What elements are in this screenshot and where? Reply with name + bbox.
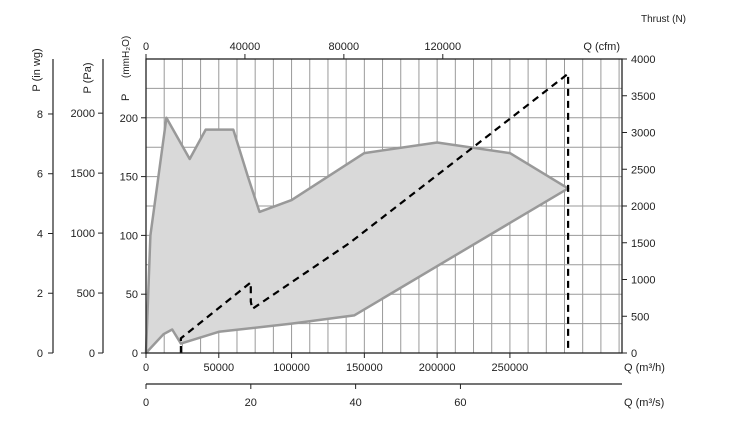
y-mm-tick-label: 200 [120, 113, 138, 125]
y-right-tick-label: 500 [631, 311, 649, 323]
y-pa-tick-label: 0 [89, 348, 95, 360]
x-axis-title: Q (m³/h) [624, 362, 665, 374]
y-mm-tick-label: 50 [126, 289, 138, 301]
x2-tick-label: 40 [349, 397, 361, 409]
y-right-tick-label: 1000 [631, 275, 655, 287]
x-tick-label: 200000 [419, 362, 456, 374]
y-inwg-tick-label: 4 [37, 228, 43, 240]
x2-axis-title: Q (m³/s) [624, 397, 664, 409]
x-top-axis-title: Q (cfm) [583, 41, 620, 53]
x-tick-label: 250000 [492, 362, 529, 374]
x-tick-label: 150000 [346, 362, 383, 374]
x-top-tick-label: 120000 [424, 41, 461, 53]
x-tick-label: 0 [143, 362, 149, 374]
y-inwg-axis-title: P (in wg) [31, 48, 43, 91]
y-inwg-tick-label: 6 [37, 169, 43, 181]
y-inwg-tick-label: 8 [37, 109, 43, 121]
y-right-tick-label: 3500 [631, 91, 655, 103]
x-top-tick-label: 40000 [230, 41, 261, 53]
y-mm-axis-title: P [120, 94, 132, 101]
y-mm-tick-label: 0 [132, 348, 138, 360]
y-right-axis-title: Thrust (N) [641, 14, 686, 25]
y-pa-tick-label: 1000 [71, 228, 95, 240]
y-right-tick-label: 3000 [631, 128, 655, 140]
x-top-tick-label: 0 [143, 41, 149, 53]
y-pa-axis-title: P (Pa) [82, 63, 94, 94]
y-right-tick-label: 2000 [631, 201, 655, 213]
y-right-tick-label: 4000 [631, 54, 655, 66]
thrust-dashed-line [179, 71, 570, 353]
y-mm-tick-label: 150 [120, 172, 138, 184]
y-right-tick-label: 0 [631, 348, 637, 360]
x-tick-label: 100000 [273, 362, 310, 374]
y-pa-tick-label: 2000 [71, 108, 95, 120]
y-pa-tick-label: 500 [77, 288, 95, 300]
y-right-tick-label: 2500 [631, 164, 655, 176]
x-tick-label: 50000 [203, 362, 234, 374]
y-inwg-tick-label: 2 [37, 288, 43, 300]
axes: 0 50000 100000 150000 200000 250000 Q (m³/h)0 2… [31, 14, 686, 409]
y-mm-tick-label: 100 [120, 230, 138, 242]
y-right-tick-label: 1500 [631, 238, 655, 250]
series [144, 71, 570, 355]
y-mm-axis-unit: (mmH₂O) [121, 36, 132, 78]
x-top-tick-label: 80000 [329, 41, 360, 53]
operating-envelope-area [144, 116, 570, 355]
y-inwg-tick-label: 0 [37, 348, 43, 360]
x2-tick-label: 20 [245, 397, 257, 409]
x2-tick-label: 0 [143, 397, 149, 409]
y-pa-tick-label: 1500 [71, 168, 95, 180]
x2-tick-label: 60 [454, 397, 466, 409]
